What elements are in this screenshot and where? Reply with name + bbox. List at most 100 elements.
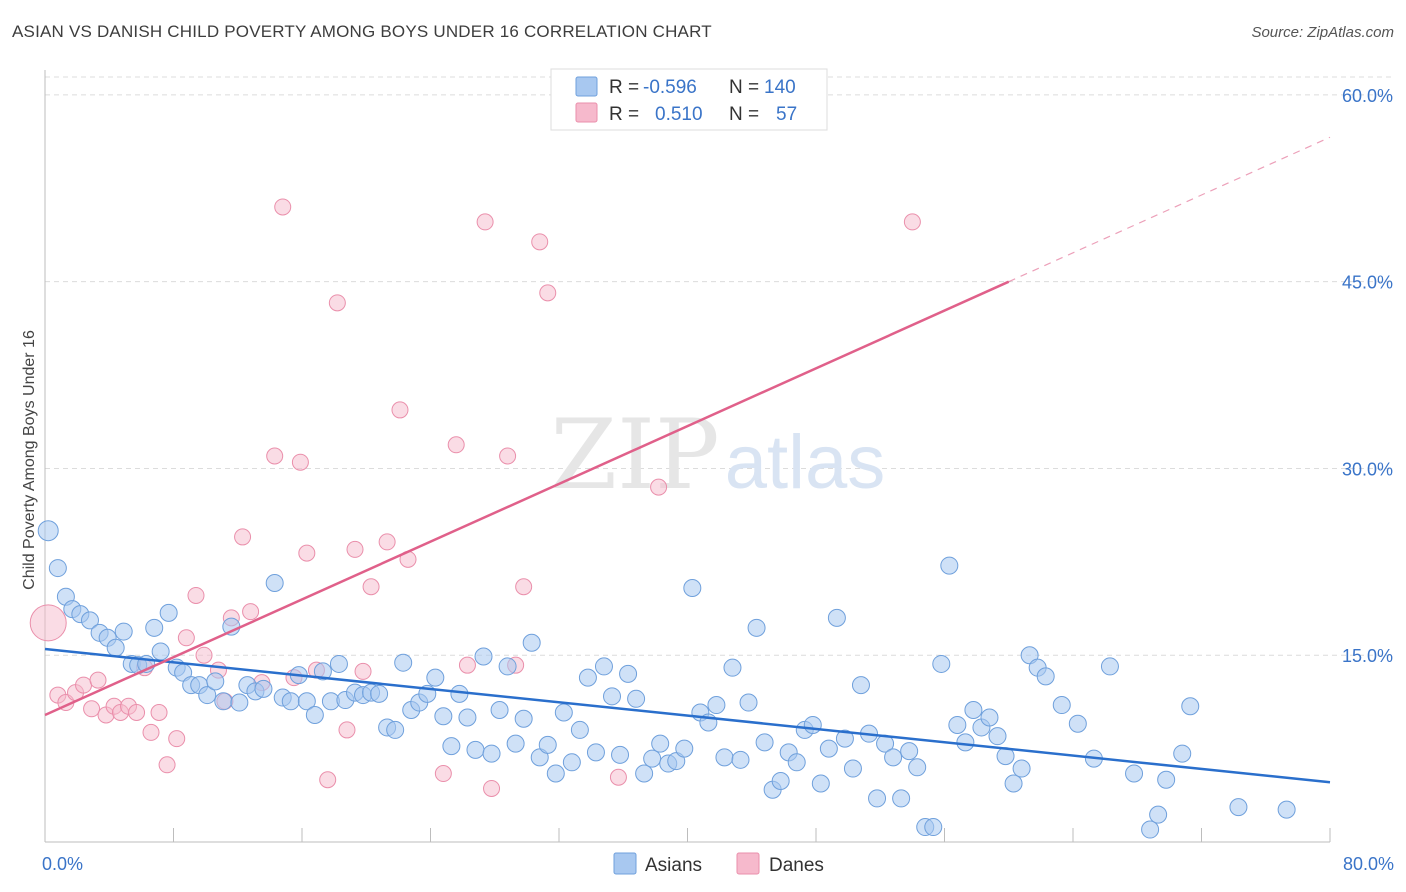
asians-point (908, 758, 927, 777)
asians-point (932, 654, 951, 673)
danes-point (650, 478, 668, 496)
asians-point (940, 556, 959, 575)
asians-point (442, 737, 461, 756)
asians-point (570, 720, 589, 739)
asians-point (1157, 770, 1176, 789)
legend-asians-r-value: -0.596 (643, 77, 697, 98)
legend-bottom-danes-label: Danes (769, 855, 824, 876)
asians-point (426, 668, 445, 687)
asians-point (254, 679, 273, 698)
asians-point (715, 748, 734, 767)
asians-point (370, 684, 389, 703)
danes-point (298, 544, 316, 562)
asians-point (151, 642, 170, 661)
asians-point (329, 654, 348, 673)
watermark: ZIP atlas (550, 399, 885, 511)
asians-point (490, 701, 509, 720)
danes-point (378, 533, 396, 551)
asians-point (627, 689, 646, 708)
danes-point (150, 704, 168, 722)
asians-point (731, 750, 750, 769)
asians-point (924, 818, 943, 837)
asians-point (474, 647, 493, 666)
asians-point (594, 657, 613, 676)
asians-point (562, 753, 581, 772)
source-text: Source: ZipAtlas.com (1251, 24, 1394, 41)
legend-asians-swatch (575, 76, 598, 97)
asians-point (900, 742, 919, 761)
asians-point (827, 608, 846, 627)
asians-point (707, 696, 726, 715)
asians-point (892, 789, 911, 808)
asians-point (586, 743, 605, 762)
asians-point (578, 668, 597, 687)
asians-point (611, 745, 630, 764)
danes-point (158, 756, 176, 774)
asians-point (466, 740, 485, 759)
watermark-zip: ZIP (550, 399, 719, 511)
grid-lines (45, 76, 1392, 656)
asians-point (1100, 657, 1119, 676)
asians-point (1149, 805, 1168, 824)
danes-point (195, 646, 213, 664)
asians-point (651, 734, 670, 753)
asians-point (675, 739, 694, 758)
asians-point (434, 707, 453, 726)
legend-danes-n-label: N = (729, 104, 759, 125)
asians-point (739, 693, 758, 712)
y-tick-label: 45.0% (1342, 273, 1393, 293)
asians-point (305, 705, 324, 724)
asians-point (1173, 744, 1192, 763)
asians-point (843, 759, 862, 778)
danes-point (476, 213, 494, 231)
asians-point (1277, 800, 1296, 819)
asians-point (313, 662, 332, 681)
y-tick-label: 15.0% (1342, 646, 1393, 666)
asians-point (1141, 820, 1160, 839)
asians-point (1036, 667, 1055, 686)
asians-trend-line (44, 647, 1331, 784)
danes-point (29, 604, 67, 642)
asians-point (265, 574, 284, 593)
asians-point (80, 611, 99, 630)
asians-point (386, 720, 405, 739)
danes-point (142, 723, 160, 741)
y-axis-label: Child Poverty Among Boys Under 16 (21, 330, 38, 590)
asians-point (1068, 714, 1087, 733)
trend-lines (44, 136, 1331, 784)
asians-point (956, 733, 975, 752)
asians-point (635, 764, 654, 783)
danes-point (458, 656, 476, 674)
asians-point (159, 603, 178, 622)
asians-point (297, 692, 316, 711)
danes-point (177, 629, 195, 647)
asians-point (554, 703, 573, 722)
asians-point (230, 693, 249, 712)
legend-bottom: Asians Danes (613, 852, 824, 876)
asians-point (482, 744, 501, 763)
danes-point (75, 676, 93, 694)
danes-point (499, 447, 517, 465)
danes-point (515, 578, 533, 596)
danes-point (362, 578, 380, 596)
danes-point (291, 453, 309, 471)
danes-point (328, 294, 346, 312)
danes-point (168, 730, 186, 748)
danes-point (319, 771, 337, 789)
asians-point (522, 633, 541, 652)
asians-point (980, 708, 999, 727)
danes-point (274, 198, 292, 216)
watermark-atlas: atlas (725, 420, 886, 505)
legend-asians-r-label: R = (609, 77, 639, 98)
asians-point (948, 715, 967, 734)
asians-point (884, 748, 903, 767)
asians-point (114, 622, 133, 641)
asians-point (619, 664, 638, 683)
legend-bottom-asians-label: Asians (645, 855, 702, 876)
legend-bottom-danes-swatch (736, 852, 760, 875)
danes-point (609, 768, 627, 786)
asians-point (37, 520, 59, 542)
danes-point (338, 721, 356, 739)
asians-point (771, 771, 790, 790)
asians-point (281, 692, 300, 711)
